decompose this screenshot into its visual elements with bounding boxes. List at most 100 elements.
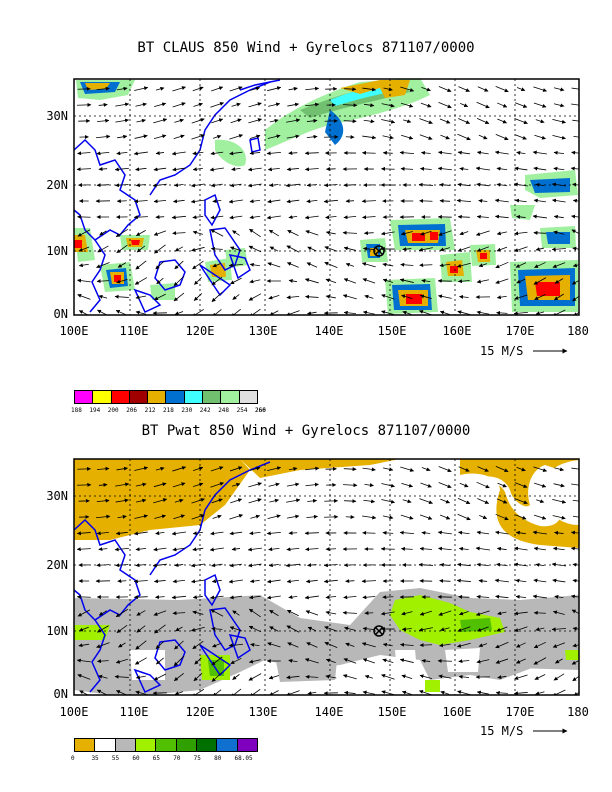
top-colorbar-swatch xyxy=(166,391,185,403)
wind-vector xyxy=(497,611,507,616)
wind-vector xyxy=(514,294,528,300)
wind-vector xyxy=(229,246,242,252)
wind-vector xyxy=(191,579,205,584)
wind-vector xyxy=(533,546,546,551)
wind-vector xyxy=(156,277,164,285)
wind-vector xyxy=(438,86,452,92)
top-lon-100e: 100E xyxy=(59,324,89,338)
wind-vector xyxy=(98,674,108,679)
wind-vector xyxy=(459,294,469,299)
bottom-colorbar-label: 68.05 xyxy=(234,755,253,762)
wind-vector xyxy=(172,482,186,488)
wind-vector xyxy=(305,579,318,584)
wind-vector xyxy=(343,467,357,472)
wind-vector xyxy=(364,483,374,488)
wind-vector xyxy=(232,294,240,300)
wind-vector xyxy=(248,293,262,301)
wind-vector xyxy=(515,594,527,599)
wind-vector xyxy=(268,102,281,107)
wind-vector xyxy=(570,166,579,171)
wind-vector xyxy=(249,689,261,695)
wind-vector xyxy=(306,514,318,519)
wind-vector xyxy=(98,102,108,107)
wind-vector xyxy=(287,102,300,107)
wind-vector xyxy=(536,499,545,504)
wind-vector xyxy=(457,310,471,315)
wind-vector xyxy=(135,102,147,107)
wind-vector xyxy=(419,134,433,140)
wind-vector xyxy=(381,119,396,124)
wind-vector xyxy=(438,294,452,299)
wind-vector xyxy=(97,245,109,253)
wind-vector xyxy=(437,150,452,155)
wind-vector xyxy=(494,198,509,203)
wind-vector xyxy=(115,498,129,503)
wind-vector xyxy=(362,135,377,140)
wind-vector xyxy=(190,563,205,568)
wind-vector xyxy=(194,657,202,665)
wind-vector xyxy=(475,610,490,616)
wind-vector xyxy=(497,118,507,124)
bottom-colorbar-swatch xyxy=(75,739,96,751)
bottom-lon-160e: 160E xyxy=(442,705,472,719)
wind-vector xyxy=(210,466,224,472)
wind-vector xyxy=(572,578,579,583)
wind-vector xyxy=(362,515,377,520)
wind-vector xyxy=(304,531,319,536)
wind-vector xyxy=(269,626,279,632)
wind-vector xyxy=(133,151,148,156)
wind-vector xyxy=(533,657,547,665)
bottom-colorbar-label: 60 xyxy=(132,755,140,762)
bottom-colorbar-swatch xyxy=(217,739,238,751)
wind-vector xyxy=(400,262,414,267)
wind-vector xyxy=(402,247,412,252)
wind-vector xyxy=(134,134,148,139)
wind-vector xyxy=(421,86,431,92)
wind-vector xyxy=(247,167,262,172)
wind-vector xyxy=(250,86,261,91)
top-lon-130e: 130E xyxy=(248,324,278,338)
wind-vector xyxy=(571,87,579,90)
top-vector-scale-label: 15 M/S xyxy=(480,344,524,358)
wind-vector xyxy=(381,483,395,488)
wind-vector xyxy=(496,626,508,632)
wind-vector xyxy=(382,262,394,267)
wind-vector xyxy=(286,134,300,139)
wind-vector xyxy=(307,626,317,632)
wind-vector xyxy=(174,246,184,252)
wind-vector xyxy=(399,530,414,535)
wind-vector xyxy=(155,260,165,270)
wind-vector xyxy=(516,466,526,472)
wind-vector xyxy=(344,87,357,92)
wind-vector xyxy=(381,674,395,680)
wind-vector xyxy=(533,277,547,285)
bottom-colorbar-swatch xyxy=(135,739,157,751)
wind-vector xyxy=(439,514,451,520)
wind-vector xyxy=(192,151,204,156)
wind-vector xyxy=(248,608,261,618)
wind-vector xyxy=(497,482,507,488)
wind-vector xyxy=(230,308,241,315)
top-lat-10n: 10N xyxy=(46,244,68,258)
wind-vector xyxy=(533,86,548,92)
wind-vector xyxy=(553,293,564,301)
wind-vector xyxy=(192,167,203,172)
wind-vector xyxy=(115,102,130,107)
wind-vector xyxy=(153,610,167,616)
wind-vector xyxy=(191,514,205,520)
wind-vector xyxy=(554,278,564,284)
wind-vector xyxy=(362,278,376,284)
top-colorbar-label: 230 xyxy=(181,407,193,414)
wind-vector xyxy=(192,466,204,471)
wind-vector xyxy=(230,277,242,285)
wind-vector xyxy=(156,657,164,665)
wind-vector xyxy=(154,595,165,600)
wind-vector xyxy=(552,578,566,583)
wind-vector xyxy=(514,626,528,632)
bottom-colorbar-label: 70 xyxy=(173,755,181,762)
wind-vector xyxy=(305,102,320,107)
wind-vector xyxy=(116,625,128,633)
wind-vector xyxy=(266,531,281,536)
wind-vector xyxy=(534,482,547,488)
top-colorbar-label: 266 xyxy=(255,407,266,414)
